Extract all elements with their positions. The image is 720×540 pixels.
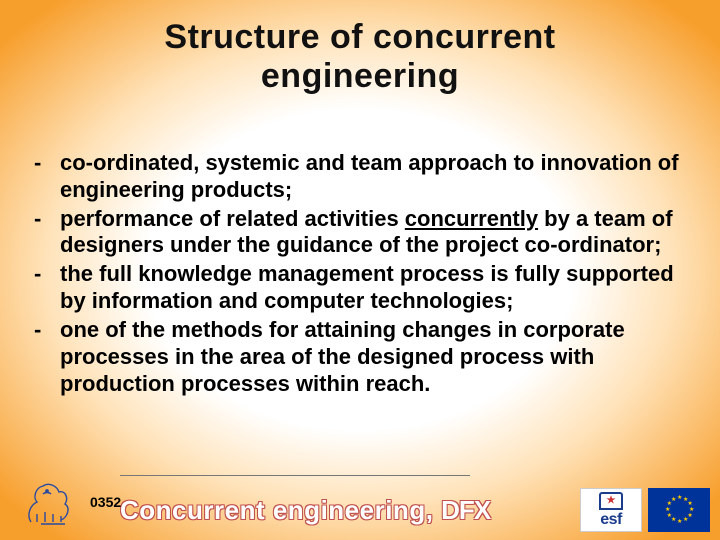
esf-logo-text: esf: [600, 511, 622, 529]
bullet-text: the full knowledge management process is…: [60, 261, 690, 315]
bullet-text: one of the methods for attaining changes…: [60, 317, 690, 397]
bullet-dash: -: [30, 261, 60, 288]
eu-star: ★: [689, 508, 693, 512]
esf-logo-icon: ★: [599, 492, 623, 510]
slide: Structure of concurrent engineering -co-…: [0, 0, 720, 540]
eu-star: ★: [665, 508, 669, 512]
eu-star: ★: [683, 518, 687, 522]
eu-star: ★: [671, 498, 675, 502]
title-line-1: Structure of concurrent: [0, 18, 720, 57]
bullet-dash: -: [30, 206, 60, 233]
eu-star: ★: [667, 514, 671, 518]
page-number: 0352: [90, 494, 121, 510]
underlined-text: concurrently: [405, 206, 538, 231]
bullet-text: performance of related activities concur…: [60, 206, 690, 260]
text-segment: performance of related activities: [60, 206, 405, 231]
bullet-item: -the full knowledge management process i…: [30, 261, 690, 315]
text-segment: the full knowledge management process is…: [60, 261, 674, 313]
text-segment: one of the methods for attaining changes…: [60, 317, 625, 396]
eu-star: ★: [683, 498, 687, 502]
bullet-dash: -: [30, 317, 60, 344]
bullet-text: co-ordinated, systemic and team approach…: [60, 150, 690, 204]
bullet-item: -co-ordinated, systemic and team approac…: [30, 150, 690, 204]
eu-flag: ★★★★★★★★★★★★: [648, 488, 710, 532]
text-segment: co-ordinated, systemic and team approach…: [60, 150, 679, 202]
eu-star: ★: [687, 502, 691, 506]
university-logo: [14, 476, 84, 528]
right-logo-group: ★ esf ★★★★★★★★★★★★: [580, 488, 710, 532]
slide-title: Structure of concurrent engineering: [0, 18, 720, 96]
bullet-item: -one of the methods for attaining change…: [30, 317, 690, 397]
esf-logo: ★ esf: [580, 488, 642, 532]
bullet-item: -performance of related activities concu…: [30, 206, 690, 260]
bullet-dash: -: [30, 150, 60, 177]
eu-star: ★: [677, 496, 681, 500]
title-line-2: engineering: [0, 57, 720, 96]
slide-content: -co-ordinated, systemic and team approac…: [30, 150, 690, 399]
eu-flag-stars: ★★★★★★★★★★★★: [664, 495, 694, 525]
eu-star: ★: [677, 520, 681, 524]
eu-star: ★: [667, 502, 671, 506]
